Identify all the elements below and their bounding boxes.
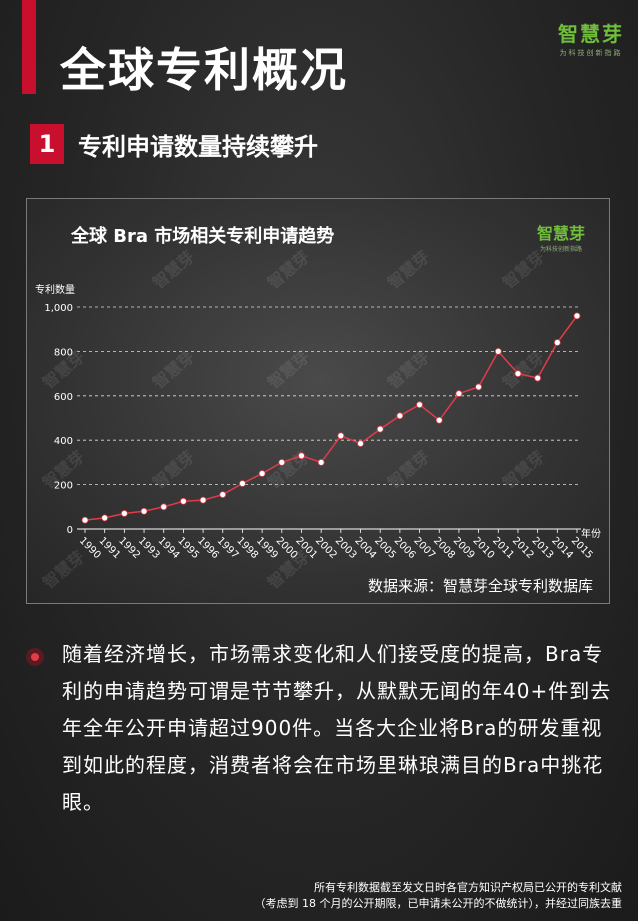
page-title: 全球专利概况 xyxy=(60,43,348,97)
watermark-1: 智慧芽 xyxy=(264,247,313,292)
x-tick-label-2010: 2010 xyxy=(470,535,496,561)
chart-brand-name: 智慧芽 xyxy=(537,224,585,243)
data-point-2006 xyxy=(396,412,404,420)
data-point-1995 xyxy=(179,497,187,505)
data-point-2013 xyxy=(534,374,542,382)
x-tick-label-1991: 1991 xyxy=(97,535,123,561)
x-tick-label-2012: 2012 xyxy=(510,535,536,561)
footnote-line-1: 所有专利数据截至发文日时各官方知识产权局已公开的专利文献 xyxy=(314,881,622,894)
x-tick-label-2004: 2004 xyxy=(352,535,378,561)
chart-title: 全球 Bra 市场相关专利申请趋势 xyxy=(70,225,334,247)
watermark-7: 智慧芽 xyxy=(384,347,433,392)
watermark-3: 智慧芽 xyxy=(499,247,548,292)
x-tick-label-2013: 2013 xyxy=(530,535,556,561)
line-chart: 智慧芽 智慧芽 智慧芽 智慧芽智慧芽 智慧芽 智慧芽 智慧芽 智慧芽智慧芽 智慧芽 智慧芽 智慧芽智… xyxy=(35,224,601,595)
watermark-14: 智慧芽 xyxy=(39,547,88,592)
watermark-13: 智慧芽 xyxy=(499,447,548,492)
data-point-2005 xyxy=(376,425,384,433)
watermark-12: 智慧芽 xyxy=(384,447,433,492)
y-tick-label-600: 600 xyxy=(54,392,73,403)
watermark-6: 智慧芽 xyxy=(264,347,313,392)
data-point-1994 xyxy=(160,503,168,511)
watermark-2: 智慧芽 xyxy=(384,247,433,292)
bullet-icon xyxy=(26,648,44,666)
data-point-1997 xyxy=(219,491,227,498)
y-tick-label-0: 0 xyxy=(67,525,73,536)
x-tick-label-1995: 1995 xyxy=(175,535,201,561)
data-point-1990 xyxy=(81,516,89,524)
y-tick-label-400: 400 xyxy=(54,436,73,447)
chart-brand-tagline: 为科技创新指路 xyxy=(540,245,582,253)
x-axis-label: 年份 xyxy=(581,527,601,540)
x-tick-label-2007: 2007 xyxy=(411,535,437,561)
footnote: 所有专利数据截至发文日时各官方知识产权局已公开的专利文献 （考虑到 18 个月的… xyxy=(255,880,623,912)
data-point-2004 xyxy=(357,440,364,447)
x-tick-label-2003: 2003 xyxy=(333,535,359,561)
data-point-2009 xyxy=(455,390,463,397)
data-point-2008 xyxy=(435,416,443,424)
section-title: 专利申请数量持续攀升 xyxy=(78,132,318,161)
data-point-2001 xyxy=(298,452,305,460)
x-tick-label-2011: 2011 xyxy=(490,535,516,561)
y-tick-label-200: 200 xyxy=(54,481,73,492)
x-tick-label-2002: 2002 xyxy=(313,535,339,561)
x-tick-label-1997: 1997 xyxy=(215,535,241,561)
x-tick-label-2008: 2008 xyxy=(431,535,457,561)
title-accent-bar xyxy=(22,0,36,94)
data-point-1991 xyxy=(101,514,109,522)
data-source: 数据来源：智慧芽全球专利数据库 xyxy=(368,577,593,595)
body-paragraph: 随着经济增长，市场需求变化和人们接受度的提高，Bra专利的申请趋势可谓是节节攀升… xyxy=(62,642,612,814)
watermark-10: 智慧芽 xyxy=(149,447,198,492)
series-line xyxy=(84,315,578,521)
data-point-1999 xyxy=(258,470,266,477)
x-tick-label-2005: 2005 xyxy=(372,535,398,561)
x-tick-label-1999: 1999 xyxy=(254,535,280,561)
y-tick-label-800: 800 xyxy=(54,347,73,358)
brand-logo: 智慧芽 为科技创新指路 xyxy=(558,18,624,58)
footnote-line-2: （考虑到 18 个月的公开期限，已申请未公开的不做统计），并经过同族去重 xyxy=(254,897,623,910)
data-point-1993 xyxy=(140,507,148,515)
data-point-2012 xyxy=(514,370,522,378)
x-tick-label-2006: 2006 xyxy=(392,535,418,561)
x-tick-label-1994: 1994 xyxy=(156,535,182,561)
data-point-2015 xyxy=(573,312,581,320)
data-point-2010 xyxy=(475,383,483,391)
section-heading: 1 专利申请数量持续攀升 xyxy=(30,124,318,164)
data-point-1998 xyxy=(239,480,246,487)
y-axis-label: 专利数量 xyxy=(35,283,75,296)
chart-panel: 智慧芽 智慧芽 智慧芽 智慧芽 智慧芽 智慧芽 智慧芽 智慧芽 智慧芽 智慧芽 智慧芽 智慧芽 智慧芽智… xyxy=(26,198,610,604)
data-point-2007 xyxy=(416,401,423,409)
watermark-11: 智慧芽 xyxy=(264,447,313,492)
x-tick-label-1992: 1992 xyxy=(116,535,142,561)
section-number: 1 xyxy=(30,124,64,164)
data-point-2011 xyxy=(494,347,502,355)
data-point-2003 xyxy=(337,432,345,440)
data-point-2000 xyxy=(278,458,286,466)
watermark-8: 智慧芽 xyxy=(499,347,548,392)
brand-name: 智慧芽 xyxy=(558,22,624,46)
x-tick-label-1996: 1996 xyxy=(195,535,221,561)
x-tick-label-1998: 1998 xyxy=(234,535,260,561)
x-tick-label-2014: 2014 xyxy=(549,535,575,561)
watermark-5: 智慧芽 xyxy=(149,347,198,392)
y-tick-label-1000: 1,000 xyxy=(44,303,73,314)
data-point-1992 xyxy=(120,510,128,517)
brand-tagline: 为科技创新指路 xyxy=(559,49,623,57)
x-tick-label-1993: 1993 xyxy=(136,535,162,561)
x-tick-label-2009: 2009 xyxy=(451,535,477,561)
data-point-2014 xyxy=(553,339,561,346)
data-point-1996 xyxy=(199,496,207,504)
data-point-2002 xyxy=(317,458,325,466)
watermark-0: 智慧芽 xyxy=(149,247,198,292)
